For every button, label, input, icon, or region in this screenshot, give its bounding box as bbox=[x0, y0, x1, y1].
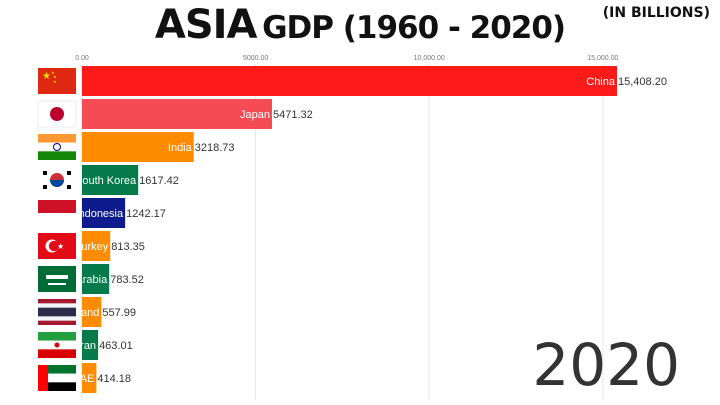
svg-text:★: ★ bbox=[53, 74, 57, 79]
x-tick-label: 10,000.00 bbox=[414, 55, 445, 62]
bar-name-label: AE bbox=[80, 373, 95, 385]
bar-name-label: India bbox=[168, 142, 193, 154]
x-axis-ticks: 0.00 5000.00 10,000.00 15,000.00 bbox=[75, 55, 618, 62]
chart-title: ASIA GDP (1960 - 2020) bbox=[0, 2, 720, 48]
svg-text:★: ★ bbox=[57, 242, 64, 251]
bar-name-label: ran bbox=[80, 340, 96, 352]
x-tick-label: 5000.00 bbox=[243, 55, 268, 62]
bar-value-label: 5471.32 bbox=[273, 109, 313, 121]
bar-value-label: 3218.73 bbox=[195, 142, 235, 154]
bar-name-label: and bbox=[81, 307, 99, 319]
bar-value-label: 1242.17 bbox=[126, 208, 166, 220]
bar-value-label: 414.18 bbox=[97, 373, 131, 385]
japan-flag bbox=[37, 100, 77, 128]
bar-value-label: 783.52 bbox=[110, 274, 144, 286]
thailand-flag bbox=[38, 299, 76, 325]
turkey-flag: ★ bbox=[38, 233, 76, 259]
bar-name-label: Turkey bbox=[75, 241, 109, 253]
south-korea-flag bbox=[38, 167, 76, 193]
svg-text:★: ★ bbox=[51, 70, 55, 75]
bar-name-label: Japan bbox=[240, 109, 270, 121]
india-flag bbox=[38, 134, 76, 160]
svg-text:★: ★ bbox=[53, 79, 57, 84]
bar-name-label: South Korea bbox=[75, 175, 137, 187]
uae-flag bbox=[38, 365, 76, 391]
bar-indonesia bbox=[82, 198, 126, 228]
iran-flag bbox=[38, 332, 76, 358]
bar-value-label: 813.35 bbox=[111, 241, 145, 253]
bar-china bbox=[82, 66, 617, 96]
indonesia-flag bbox=[38, 200, 76, 226]
bar-name-label: Indonesia bbox=[75, 208, 124, 220]
china-flag: ★ ★★★ bbox=[38, 68, 76, 94]
bar-india bbox=[82, 132, 194, 162]
units-label: (IN BILLIONS) bbox=[602, 5, 710, 21]
svg-text:★: ★ bbox=[42, 71, 51, 82]
flags: ★ ★★★★ bbox=[37, 68, 77, 391]
bar-value-label: 463.01 bbox=[99, 340, 133, 352]
bars: China 15,408.20 Japan 5471.32 India 3218.73 So… bbox=[75, 66, 667, 393]
x-tick-label: 0.00 bbox=[75, 55, 89, 62]
bar-saudi-arabia bbox=[82, 264, 110, 294]
bar-name-label: China bbox=[586, 76, 616, 88]
title-main: ASIA bbox=[154, 2, 258, 48]
bar-value-label: 1617.42 bbox=[139, 175, 179, 187]
bar-japan bbox=[82, 99, 272, 129]
bar-iran bbox=[82, 330, 99, 360]
bar-value-label: 15,408.20 bbox=[618, 76, 667, 88]
saudi-arabia-flag bbox=[38, 266, 76, 292]
bar-turkey bbox=[82, 231, 111, 261]
year-label: 2020 bbox=[532, 331, 680, 399]
bar-value-label: 557.99 bbox=[102, 307, 136, 319]
bar-thailand bbox=[82, 297, 102, 327]
bar-south-korea bbox=[82, 165, 139, 195]
title-sub: GDP (1960 - 2020) bbox=[262, 10, 566, 46]
bar-uae bbox=[82, 363, 97, 393]
x-tick-label: 15,000.00 bbox=[587, 55, 618, 62]
bar-name-label: Arabia bbox=[75, 274, 108, 286]
